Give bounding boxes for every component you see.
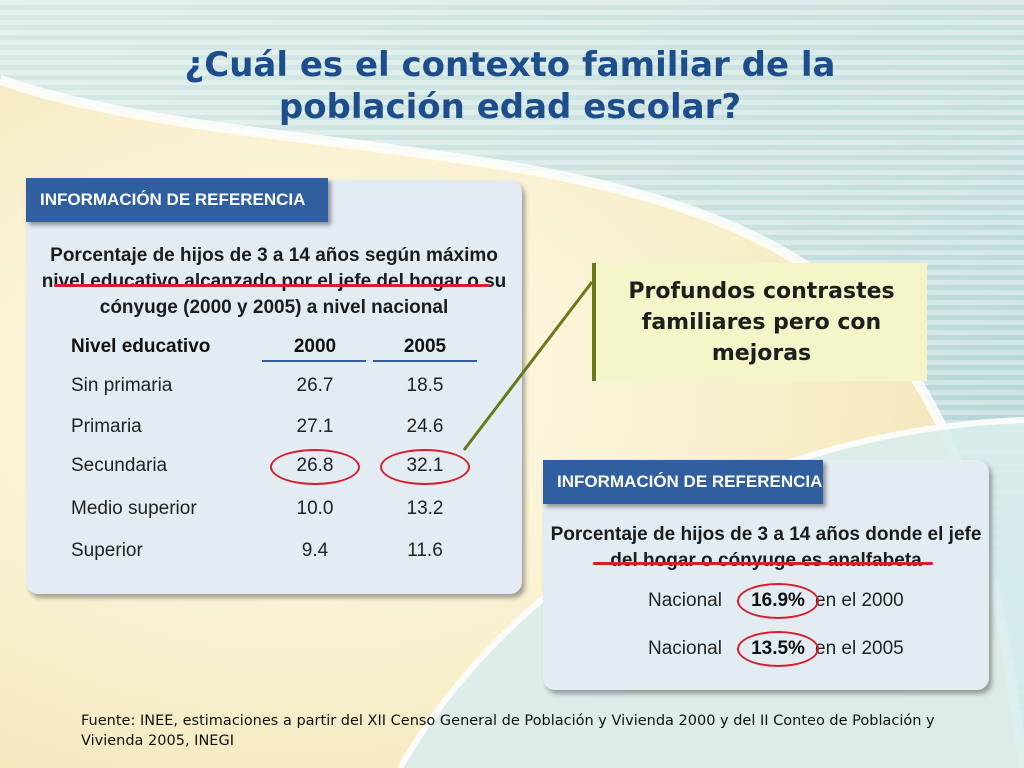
slide-title: ¿Cuál es el contexto familiar de la pobl… [184, 45, 836, 127]
table-cell-2005: 18.5 [406, 375, 444, 396]
national-year-label: en el 2005 [815, 638, 904, 659]
table-cell-2005: 24.6 [406, 416, 444, 437]
table-row-label: Superior [71, 540, 143, 561]
highlight-circle [380, 449, 470, 485]
red-underline [54, 284, 490, 287]
red-underline [593, 562, 933, 565]
table-row-label: Secundaria [71, 455, 168, 476]
table-row-label: Sin primaria [71, 375, 173, 396]
reference-header: INFORMACIÓN DE REFERENCIA [543, 460, 823, 504]
education-table-title: Porcentaje de hijos de 3 a 14 años según… [41, 245, 507, 318]
column-header-2005: 2005 [403, 336, 447, 357]
highlight-circle [270, 449, 360, 485]
table-row-label: Medio superior [71, 498, 197, 519]
table-row-label: Primaria [71, 416, 142, 437]
table-cell-2000: 9.4 [301, 540, 329, 561]
column-header-2000: 2000 [293, 336, 337, 357]
reference-header: INFORMACIÓN DE REFERENCIA [26, 178, 328, 222]
national-label: Nacional [648, 638, 722, 659]
callout-box: Profundos contrastes familiares pero con… [592, 263, 927, 381]
national-label: Nacional [648, 590, 722, 611]
table-cell-2000: 26.7 [296, 375, 334, 396]
table-cell-2005: 13.2 [406, 498, 444, 519]
national-year-label: en el 2000 [815, 590, 904, 611]
column-rule [373, 360, 477, 362]
column-header-level: Nivel educativo [71, 336, 211, 357]
table-cell-2000: 10.0 [296, 498, 334, 519]
table-cell-2005: 11.6 [407, 540, 443, 561]
source-note: Fuente: INEE, estimaciones a partir del … [81, 713, 935, 749]
table-cell-2000: 27.1 [296, 416, 334, 437]
column-rule [262, 360, 366, 362]
highlight-circle [737, 631, 819, 667]
illiteracy-title: Porcentaje de hijos de 3 a 14 años donde… [550, 524, 982, 571]
highlight-circle [737, 583, 819, 619]
reference-panel-education [26, 180, 522, 594]
